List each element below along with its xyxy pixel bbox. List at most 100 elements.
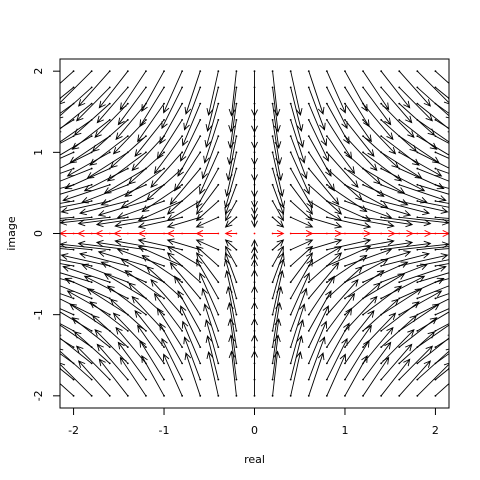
field-arrow — [60, 168, 92, 182]
arrow-tail-point — [344, 86, 346, 89]
arrow-tail-point — [181, 216, 184, 219]
field-arrow — [380, 343, 413, 380]
field-arrow — [380, 358, 411, 397]
field-arrow — [137, 324, 165, 364]
field-arrow — [60, 353, 74, 364]
arrow-tail-point — [108, 313, 111, 316]
field-arrow — [380, 151, 423, 179]
field-arrow — [177, 135, 201, 177]
field-arrow — [116, 200, 165, 219]
field-arrow — [114, 238, 165, 251]
field-arrow — [326, 279, 359, 315]
arrow-tail-point — [72, 151, 75, 154]
arrow-tail-point — [271, 135, 274, 138]
arrow-tail-point — [253, 313, 256, 316]
arrow-tail-point — [362, 102, 364, 105]
arrow-tail-point — [108, 346, 111, 349]
arrow-tail-point — [380, 281, 383, 284]
field-arrow — [66, 151, 110, 177]
field-arrow — [435, 200, 449, 204]
arrow-tail-point — [344, 313, 346, 316]
arrow-tail-point — [434, 248, 437, 251]
field-arrow — [60, 308, 74, 316]
arrow-tail-point — [217, 118, 220, 121]
arrow-tail-point — [398, 281, 401, 284]
arrow-tail-point — [108, 216, 111, 219]
arrow-tail-point — [325, 265, 328, 267]
field-arrow — [66, 290, 110, 316]
arrow-tail-point — [90, 167, 93, 170]
field-arrow — [60, 383, 74, 397]
arrow-tail-point — [289, 248, 292, 251]
arrow-tail-point — [289, 86, 292, 89]
arrow-tail-point — [271, 102, 274, 105]
arrow-tail-point — [362, 248, 364, 251]
arrow-tail-point — [235, 346, 238, 349]
arrow-tail-point — [344, 102, 346, 105]
arrow-tail-point — [289, 297, 292, 300]
arrow-tail-point — [289, 167, 292, 170]
arrow-tail-point — [145, 86, 147, 89]
field-arrow — [344, 295, 378, 332]
arrow-tail-point — [416, 183, 419, 186]
arrow-tail-point — [434, 265, 437, 267]
arrow-tail-point — [271, 118, 274, 121]
field-arrow — [196, 258, 219, 299]
field-arrow — [380, 263, 428, 283]
arrow-tail-point — [362, 86, 364, 89]
field-arrow — [60, 119, 92, 143]
field-arrow — [60, 135, 74, 144]
arrow-tail-point — [217, 265, 220, 267]
field-arrow — [86, 151, 129, 179]
arrow-tail-point — [253, 248, 256, 251]
arrow-tail-point — [90, 216, 93, 219]
field-arrow — [417, 135, 449, 156]
y-tick-label: 2 — [32, 68, 45, 75]
field-arrow — [98, 358, 129, 397]
arrow-tail-point — [90, 248, 93, 251]
arrow-tail-point — [434, 216, 437, 219]
arrow-tail-point — [380, 86, 383, 89]
arrow-tail-point — [72, 200, 75, 202]
arrow-tail-point — [181, 102, 184, 105]
arrow-tail-point — [398, 297, 401, 300]
field-arrow — [344, 119, 375, 158]
field-arrow — [120, 184, 165, 209]
field-arrow — [272, 184, 285, 215]
arrow-tail-point — [380, 248, 383, 251]
arrow-tail-point — [307, 248, 310, 251]
arrow-tail-point — [163, 265, 165, 267]
arrow-tail-point — [163, 297, 165, 300]
arrow-tail-point — [72, 86, 75, 89]
arrow-tail-point — [380, 118, 383, 121]
field-arrow — [195, 200, 219, 222]
arrow-tail-point — [199, 70, 202, 73]
arrow-tail-point — [289, 135, 292, 138]
arrow-tail-point — [398, 86, 401, 89]
arrow-tail-point — [90, 183, 93, 186]
arrow-tail-point — [199, 346, 202, 349]
field-arrow — [344, 258, 389, 283]
arrow-tail-point — [90, 86, 93, 89]
field-arrow — [195, 252, 219, 283]
field-arrow — [96, 343, 129, 380]
arrow-tail-point — [235, 394, 238, 397]
arrow-tail-point — [380, 329, 383, 332]
arrow-tail-point — [217, 313, 220, 316]
arrow-tail-point — [307, 216, 310, 219]
arrow-tail-point — [108, 183, 111, 186]
field-arrow — [308, 119, 329, 162]
field-arrow — [308, 103, 328, 147]
arrow-tail-point — [271, 362, 274, 365]
field-arrow — [398, 345, 434, 380]
field-arrow — [290, 216, 314, 228]
field-arrow — [435, 308, 449, 316]
field-arrow — [60, 293, 74, 299]
arrow-tail-point — [289, 232, 292, 235]
field-arrow — [290, 184, 314, 215]
field-arrow — [60, 338, 74, 348]
field-arrow — [308, 200, 343, 222]
arrow-tail-point — [380, 378, 383, 381]
field-arrow — [362, 285, 403, 316]
arrow-tail-point — [434, 362, 437, 365]
